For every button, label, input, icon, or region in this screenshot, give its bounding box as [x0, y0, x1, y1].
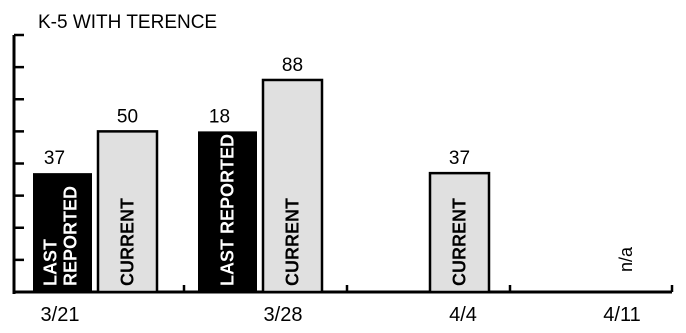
bar-inner-label: CURRENT — [450, 198, 470, 286]
bar-current — [96, 130, 159, 294]
chart-title: K-5 WITH TERENCE — [38, 12, 217, 33]
bar-value-label: 37 — [44, 148, 65, 169]
bar-value-label: 37 — [449, 148, 470, 169]
bar-inner-label: LAST REPORTED — [218, 134, 238, 286]
bar-current — [261, 78, 324, 294]
x-tick-label: 3/28 — [264, 304, 303, 326]
bar-current — [428, 171, 491, 294]
bar-inner-label: LAST — [41, 239, 61, 286]
bar-inner-label: CURRENT — [118, 198, 138, 286]
bar-inner-label: CURRENT — [283, 198, 303, 286]
x-tick-label: 3/21 — [41, 304, 80, 326]
bar-value-label: 88 — [282, 55, 303, 76]
na-annotation: n/a — [616, 246, 636, 272]
bar-inner-label: REPORTED — [61, 186, 81, 286]
bar-last-reported — [198, 131, 257, 292]
bar-value-label: 18 — [209, 106, 230, 127]
x-tick-label: 4/4 — [449, 304, 477, 326]
bar-last-reported — [33, 173, 92, 292]
x-tick-label: 4/11 — [603, 304, 640, 326]
bar-value-label: 50 — [117, 106, 138, 127]
